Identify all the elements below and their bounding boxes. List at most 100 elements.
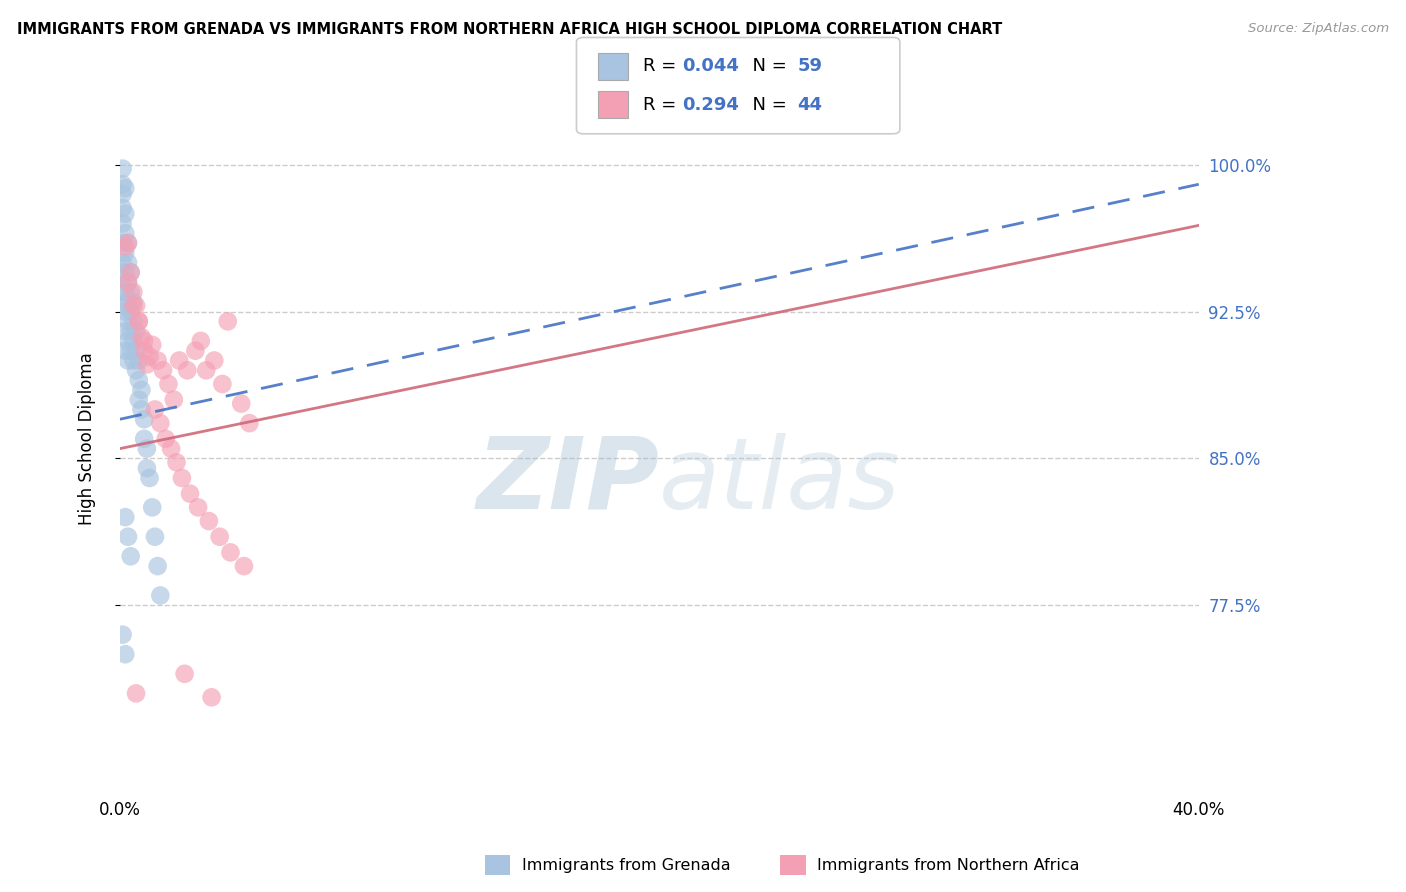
- Point: [122, 299, 145, 313]
- Point: [117, 275, 139, 289]
- Point: [111, 285, 134, 299]
- Text: 44: 44: [797, 95, 823, 114]
- Point: [114, 343, 136, 358]
- Point: [120, 265, 142, 279]
- Point: [238, 416, 260, 430]
- Point: [120, 304, 142, 318]
- Point: [114, 207, 136, 221]
- Point: [138, 350, 160, 364]
- Point: [117, 314, 139, 328]
- Point: [135, 442, 157, 456]
- Point: [198, 514, 221, 528]
- Text: Immigrants from Grenada: Immigrants from Grenada: [522, 858, 730, 872]
- Point: [114, 240, 136, 254]
- Point: [114, 181, 136, 195]
- Point: [122, 285, 145, 299]
- Point: [179, 486, 201, 500]
- Point: [128, 314, 150, 328]
- Point: [117, 275, 139, 289]
- Point: [125, 324, 148, 338]
- Point: [111, 187, 134, 202]
- Point: [231, 396, 253, 410]
- Point: [111, 627, 134, 641]
- Text: atlas: atlas: [659, 433, 901, 530]
- Text: ZIP: ZIP: [477, 433, 659, 530]
- Point: [141, 500, 163, 515]
- Point: [120, 343, 142, 358]
- Point: [184, 343, 207, 358]
- Point: [128, 373, 150, 387]
- Point: [111, 299, 134, 313]
- Point: [134, 412, 156, 426]
- Point: [128, 353, 150, 368]
- Point: [138, 471, 160, 485]
- Point: [155, 432, 177, 446]
- Point: [120, 265, 142, 279]
- Point: [135, 461, 157, 475]
- Point: [146, 353, 169, 368]
- Point: [117, 235, 139, 250]
- Point: [167, 353, 190, 368]
- Point: [114, 245, 136, 260]
- Point: [117, 255, 139, 269]
- Point: [111, 201, 134, 215]
- Point: [122, 353, 145, 368]
- Text: R =: R =: [643, 57, 682, 76]
- Text: Immigrants from Northern Africa: Immigrants from Northern Africa: [817, 858, 1080, 872]
- Point: [125, 299, 148, 313]
- Point: [114, 304, 136, 318]
- Y-axis label: High School Diploma: High School Diploma: [79, 352, 96, 525]
- Text: 0.294: 0.294: [682, 95, 738, 114]
- Point: [114, 285, 136, 299]
- Point: [125, 343, 148, 358]
- Point: [173, 666, 195, 681]
- Point: [120, 285, 142, 299]
- Point: [111, 255, 134, 269]
- Point: [219, 545, 242, 559]
- Point: [134, 343, 156, 358]
- Text: 0.044: 0.044: [682, 57, 738, 76]
- Point: [131, 402, 153, 417]
- Point: [163, 392, 186, 407]
- Point: [117, 530, 139, 544]
- Point: [217, 314, 239, 328]
- Point: [195, 363, 218, 377]
- Text: Source: ZipAtlas.com: Source: ZipAtlas.com: [1249, 22, 1389, 36]
- Point: [176, 363, 198, 377]
- Point: [157, 376, 180, 391]
- Point: [125, 686, 148, 700]
- Point: [122, 334, 145, 348]
- Point: [208, 530, 231, 544]
- Point: [128, 314, 150, 328]
- Point: [117, 294, 139, 309]
- Point: [190, 334, 212, 348]
- Point: [187, 500, 209, 515]
- Point: [117, 353, 139, 368]
- Point: [141, 338, 163, 352]
- Point: [125, 363, 148, 377]
- Point: [170, 471, 193, 485]
- Text: 59: 59: [797, 57, 823, 76]
- Point: [135, 358, 157, 372]
- Point: [233, 559, 256, 574]
- Text: N =: N =: [741, 95, 793, 114]
- Point: [200, 690, 222, 705]
- Point: [120, 324, 142, 338]
- Point: [128, 392, 150, 407]
- Point: [120, 549, 142, 564]
- Point: [146, 559, 169, 574]
- Point: [202, 353, 225, 368]
- Point: [111, 235, 134, 250]
- Point: [114, 647, 136, 661]
- Text: IMMIGRANTS FROM GRENADA VS IMMIGRANTS FROM NORTHERN AFRICA HIGH SCHOOL DIPLOMA C: IMMIGRANTS FROM GRENADA VS IMMIGRANTS FR…: [17, 22, 1002, 37]
- Point: [122, 294, 145, 309]
- Point: [114, 324, 136, 338]
- Point: [211, 376, 233, 391]
- Point: [160, 442, 183, 456]
- Text: R =: R =: [643, 95, 682, 114]
- Point: [111, 161, 134, 176]
- Point: [143, 530, 166, 544]
- Point: [134, 334, 156, 348]
- Point: [131, 330, 153, 344]
- Point: [149, 416, 172, 430]
